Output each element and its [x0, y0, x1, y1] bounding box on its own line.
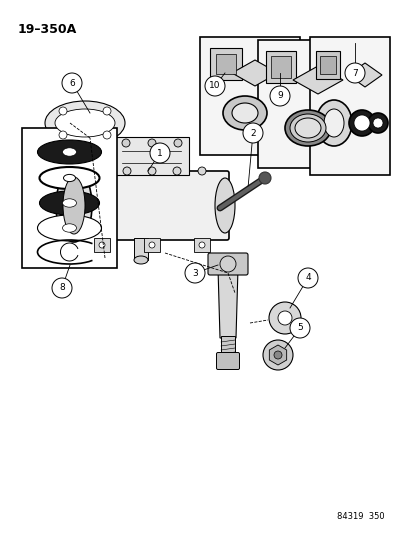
Ellipse shape [134, 256, 148, 264]
Polygon shape [232, 60, 278, 86]
Polygon shape [348, 63, 382, 87]
Ellipse shape [40, 191, 100, 215]
FancyBboxPatch shape [216, 352, 239, 369]
Bar [316, 51, 340, 79]
Ellipse shape [285, 110, 331, 146]
Circle shape [278, 311, 292, 325]
Bar [94, 238, 110, 252]
Bar [194, 238, 210, 252]
Text: 3: 3 [192, 269, 198, 278]
Polygon shape [218, 268, 238, 338]
Circle shape [274, 351, 282, 359]
Ellipse shape [316, 100, 352, 146]
Text: 2: 2 [250, 128, 256, 138]
Ellipse shape [55, 109, 115, 137]
Circle shape [103, 131, 111, 139]
Bar [134, 238, 148, 260]
Text: 5: 5 [297, 324, 303, 333]
Circle shape [59, 107, 67, 115]
Ellipse shape [63, 177, 85, 234]
Ellipse shape [64, 174, 75, 182]
Ellipse shape [232, 103, 258, 123]
Ellipse shape [56, 169, 92, 242]
Circle shape [263, 340, 293, 370]
Circle shape [149, 242, 155, 248]
Text: 10: 10 [209, 82, 221, 91]
Circle shape [199, 242, 205, 248]
Bar [310, 37, 390, 175]
Ellipse shape [215, 178, 235, 233]
Text: 19–350A: 19–350A [18, 23, 77, 36]
Bar [144, 238, 160, 252]
Ellipse shape [40, 167, 100, 189]
Circle shape [198, 167, 206, 175]
Bar [221, 336, 235, 356]
Circle shape [205, 76, 225, 96]
Ellipse shape [45, 101, 125, 145]
Circle shape [354, 115, 370, 131]
Text: 8: 8 [59, 284, 65, 293]
Circle shape [345, 63, 365, 83]
Circle shape [150, 143, 170, 163]
Bar [200, 37, 300, 155]
Ellipse shape [38, 215, 102, 241]
Bar [258, 40, 363, 168]
Polygon shape [269, 345, 287, 365]
Ellipse shape [223, 96, 267, 130]
Bar [266, 51, 296, 83]
Bar [271, 56, 291, 78]
Ellipse shape [62, 148, 77, 156]
Ellipse shape [62, 224, 77, 232]
Bar [320, 56, 336, 74]
Polygon shape [293, 66, 343, 94]
Circle shape [148, 167, 156, 175]
FancyBboxPatch shape [70, 171, 229, 240]
Text: 6: 6 [69, 78, 75, 87]
Ellipse shape [295, 118, 321, 138]
Circle shape [243, 123, 263, 143]
Bar [210, 48, 242, 80]
Ellipse shape [290, 114, 326, 142]
Bar [216, 54, 236, 74]
Circle shape [99, 242, 105, 248]
Circle shape [368, 113, 388, 133]
Ellipse shape [62, 199, 77, 207]
FancyBboxPatch shape [208, 253, 248, 275]
Text: 4: 4 [305, 273, 311, 282]
Circle shape [269, 302, 301, 334]
Circle shape [52, 278, 72, 298]
Circle shape [298, 268, 318, 288]
Circle shape [349, 110, 375, 136]
Circle shape [103, 107, 111, 115]
Circle shape [173, 167, 181, 175]
Circle shape [62, 73, 82, 93]
Text: 7: 7 [352, 69, 358, 77]
Text: 9: 9 [277, 92, 283, 101]
Circle shape [220, 256, 236, 272]
Circle shape [270, 86, 290, 106]
Circle shape [123, 167, 131, 175]
Ellipse shape [249, 98, 271, 128]
Bar [114, 137, 189, 175]
Text: 1: 1 [157, 149, 163, 157]
Circle shape [290, 318, 310, 338]
Circle shape [122, 139, 130, 147]
Circle shape [59, 131, 67, 139]
Ellipse shape [38, 140, 102, 164]
Circle shape [148, 139, 156, 147]
Bar [22, 128, 117, 268]
Ellipse shape [324, 109, 344, 137]
Text: 84319  350: 84319 350 [337, 512, 385, 521]
Circle shape [259, 172, 271, 184]
Circle shape [174, 139, 182, 147]
Circle shape [185, 263, 205, 283]
Circle shape [373, 118, 383, 128]
